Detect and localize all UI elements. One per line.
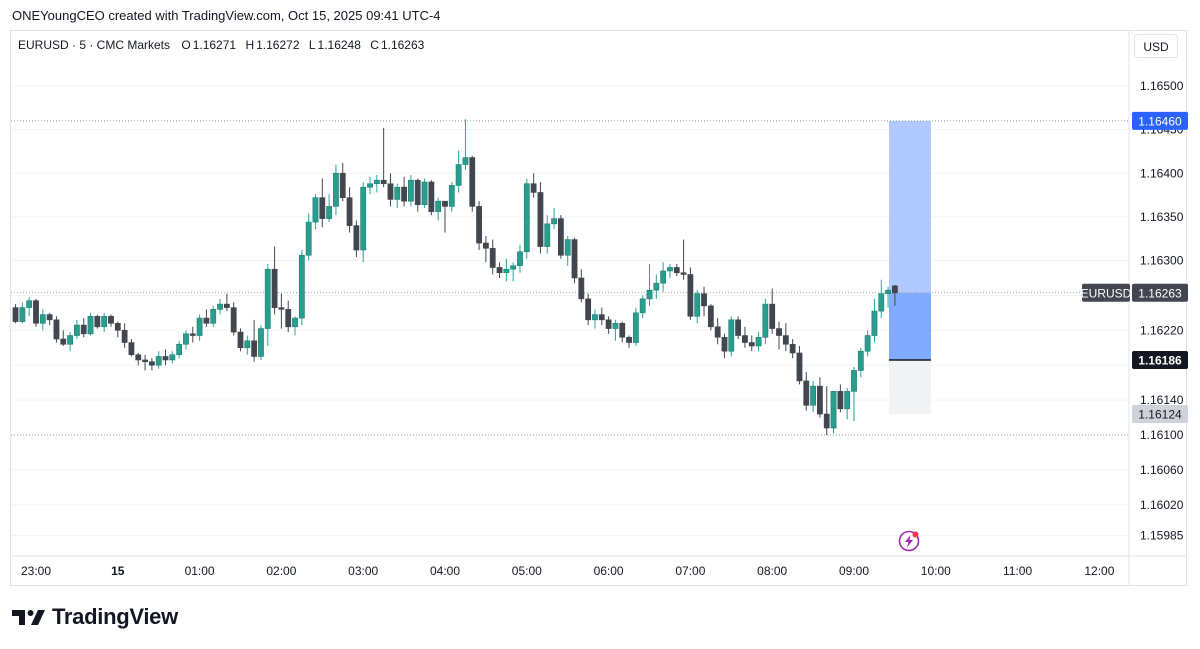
tradingview-logo: TradingView bbox=[12, 604, 178, 630]
symbol-info[interactable]: EURUSD · 5 · CMC Markets bbox=[18, 38, 171, 52]
close-label: C bbox=[370, 38, 379, 52]
high-value: 1.16272 bbox=[256, 38, 300, 52]
low-value: 1.16248 bbox=[317, 38, 361, 52]
low-label: L bbox=[308, 38, 316, 52]
currency-button[interactable]: USD bbox=[1134, 34, 1178, 58]
tradingview-logo-icon bbox=[12, 610, 45, 625]
close-value: 1.16263 bbox=[380, 38, 425, 52]
chart-frame bbox=[10, 30, 1187, 586]
high-label: H bbox=[245, 38, 255, 52]
open-value: 1.16271 bbox=[192, 38, 237, 52]
open-label: O bbox=[181, 38, 191, 52]
tradingview-brand: TradingView bbox=[52, 604, 178, 629]
chart-attribution: ONEYoungCEO created with TradingView.com… bbox=[12, 8, 441, 23]
symbol-legend: EURUSD · 5 · CMC Markets O 1.16271 H 1.162… bbox=[18, 38, 426, 52]
